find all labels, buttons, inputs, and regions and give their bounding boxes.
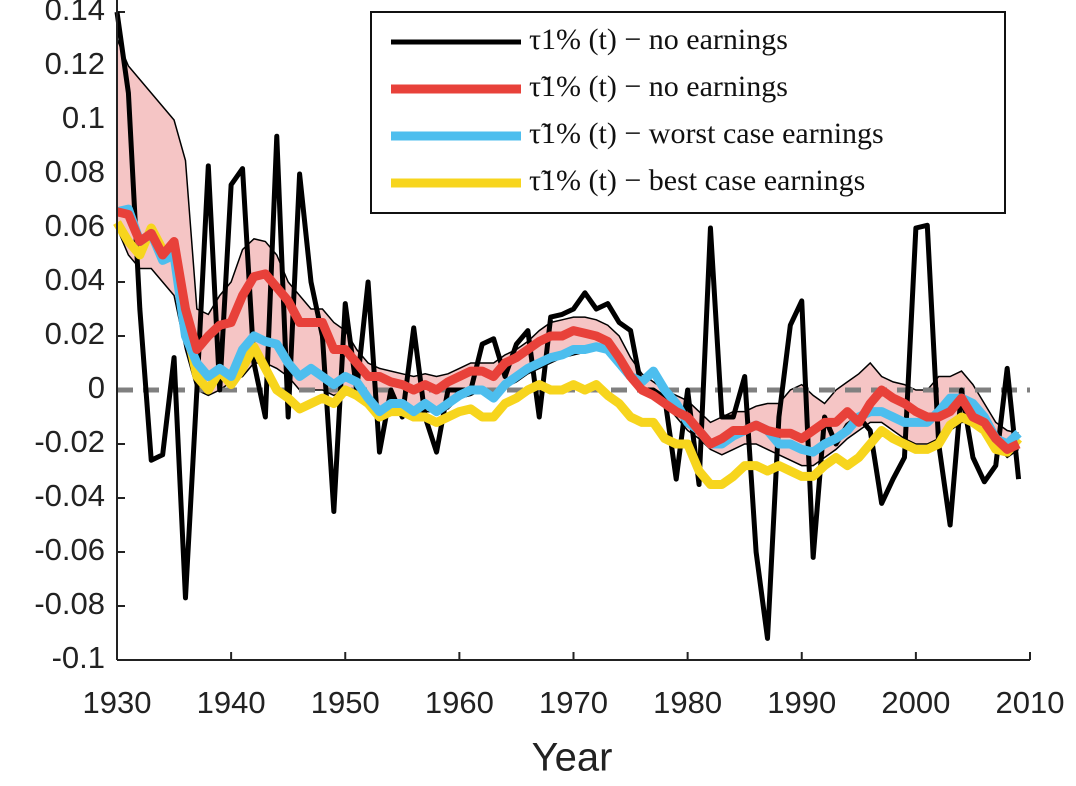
y-tick-label: -0.08	[34, 586, 105, 621]
x-tick-label: 1930	[83, 685, 152, 720]
y-tick-label: -0.04	[34, 478, 105, 513]
x-tick-label: 1970	[539, 685, 608, 720]
x-axis-label: Year	[532, 736, 613, 780]
x-tick-label: 1950	[311, 685, 380, 720]
x-tick-label: 1980	[653, 685, 722, 720]
band-upper	[116, 38, 1019, 434]
y-tick-label: -0.02	[34, 424, 105, 459]
y-tick-label: 0.12	[45, 46, 105, 81]
x-tick-label: 1960	[425, 685, 494, 720]
x-tick-label: 2010	[996, 685, 1065, 720]
series-line	[115, 207, 1021, 454]
y-tick-label: -0.06	[34, 532, 105, 567]
y-tick-label: 0	[88, 370, 105, 405]
x-tick-label: 2000	[881, 685, 950, 720]
x-tick-label: 1940	[197, 685, 266, 720]
series-line	[113, 220, 1023, 489]
legend-label: τ1% (t) − no earnings	[529, 23, 788, 56]
y-tick-label: 0.02	[45, 316, 105, 351]
y-tick-label: 0.04	[45, 262, 105, 297]
x-tick-label: 1990	[767, 685, 836, 720]
y-tick-label: 0.1	[62, 100, 105, 135]
legend-label: τ̃1% (t) − worst case earnings	[529, 117, 884, 150]
legend-label: τ̃1% (t) − best case earnings	[529, 164, 865, 197]
y-tick-label: 0.06	[45, 208, 105, 243]
y-tick-label: 0.14	[45, 0, 105, 27]
legend-label: τ̃1% (t) − no earnings	[529, 70, 788, 103]
y-tick-label: 0.08	[45, 154, 105, 189]
y-tick-label: -0.1	[52, 640, 105, 675]
